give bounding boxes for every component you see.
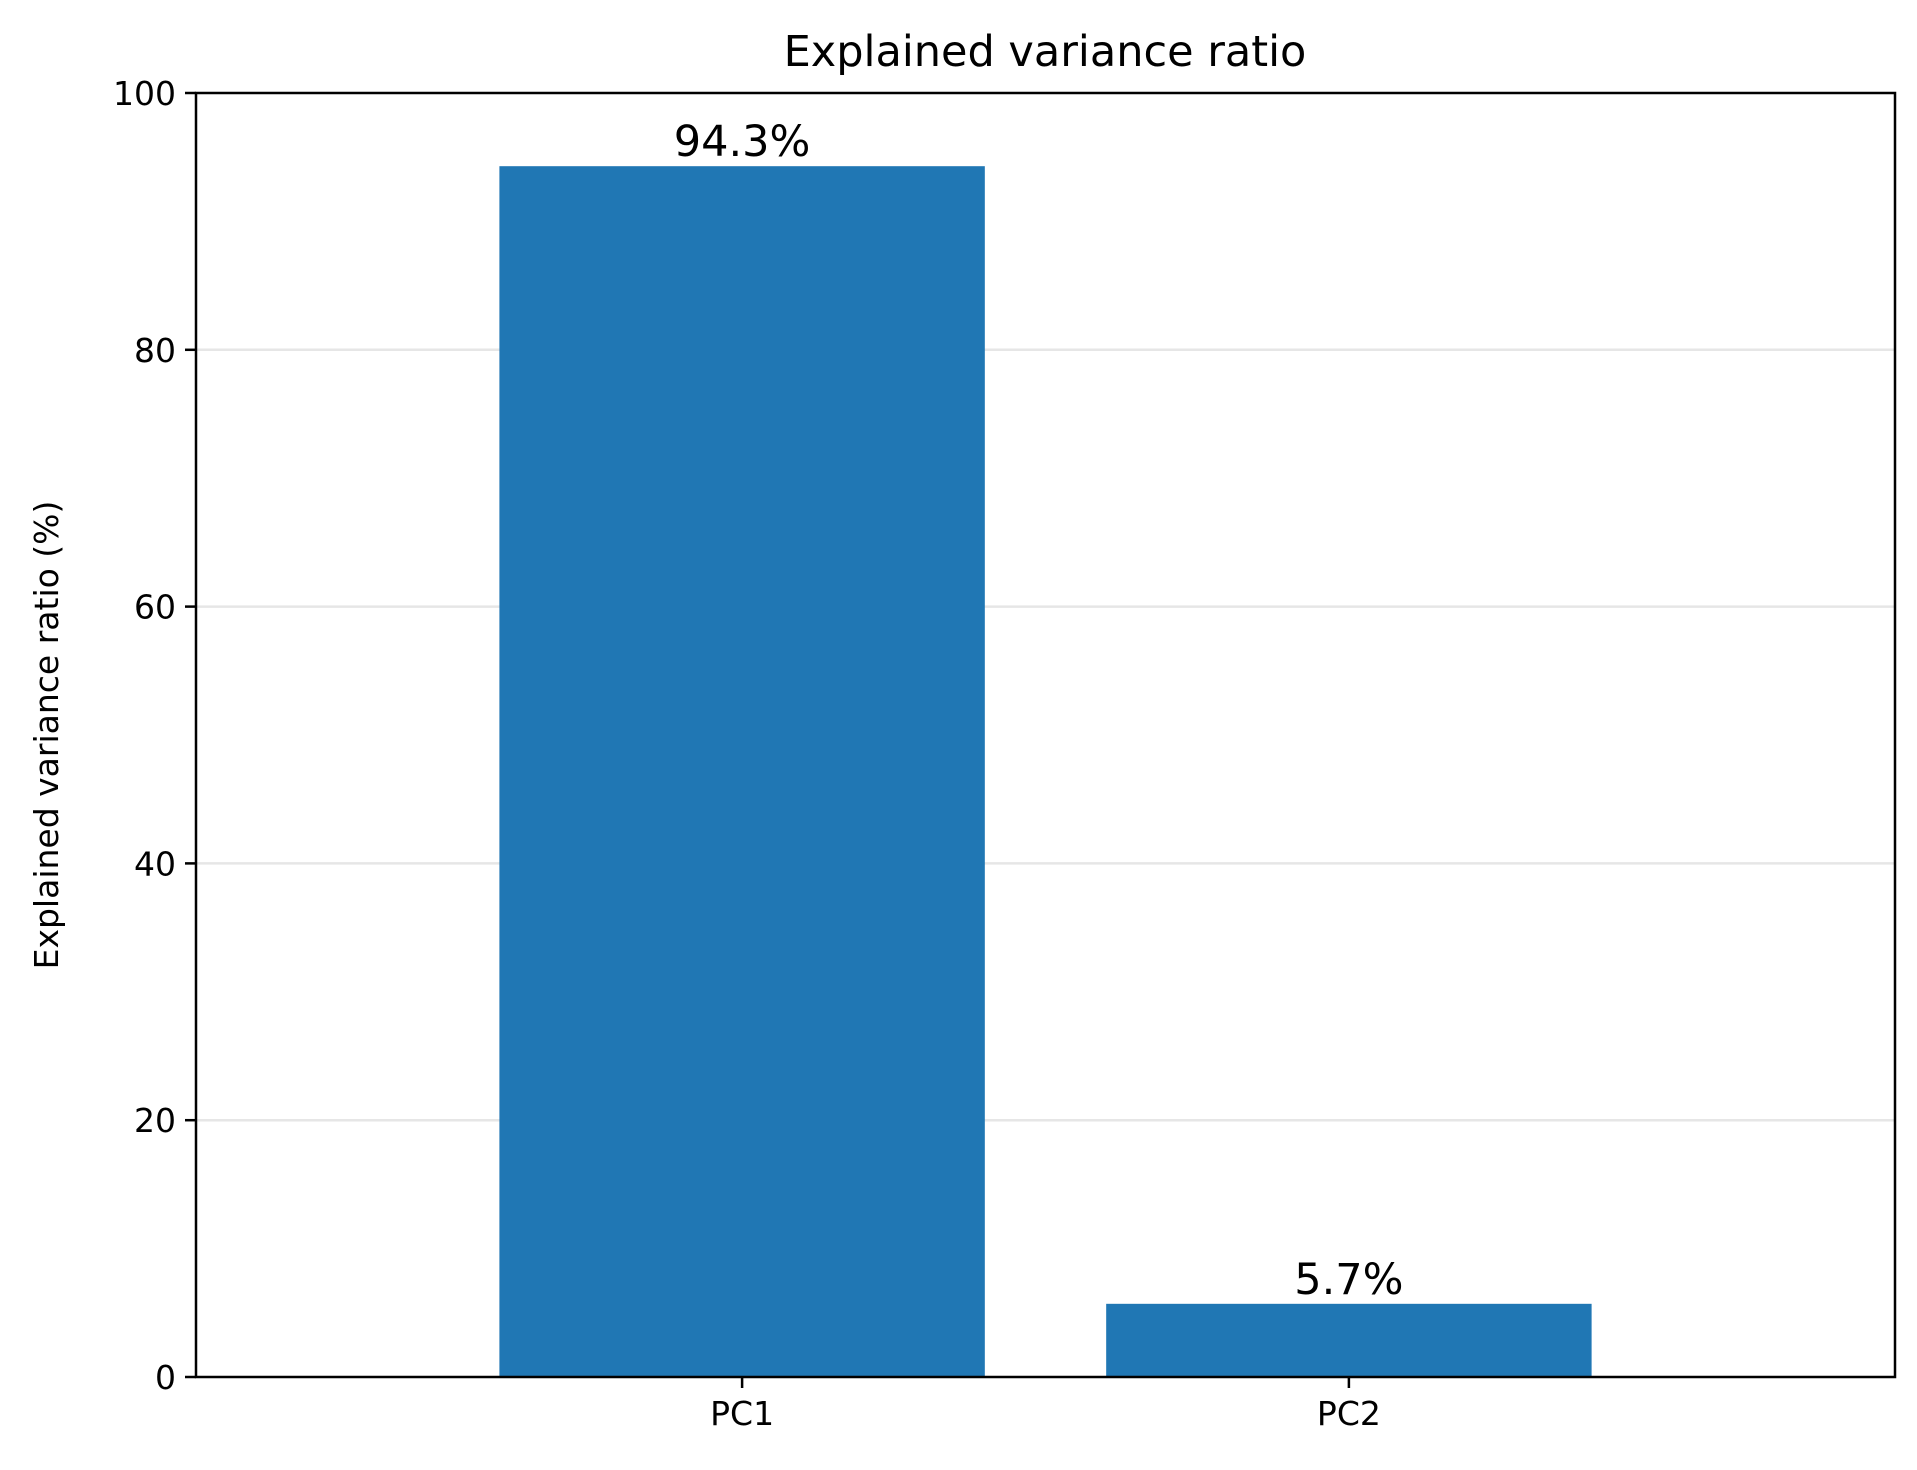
y-axis-label: Explained variance ratio (%) [27,501,66,970]
bar-pc2 [1106,1303,1592,1377]
plot-frame [194,91,1897,1379]
y-tick-label: 40 [134,844,176,883]
y-tick-label: 100 [113,74,176,113]
bars [499,166,1592,1378]
x-axis-ticks: PC1 PC2 [710,1377,1381,1433]
y-tick-label: 20 [134,1101,176,1140]
y-axis-ticks: 0 20 40 60 80 100 [113,74,196,1397]
data-label-pc1: 94.3% [674,117,811,167]
x-tick-label: PC1 [710,1394,774,1433]
x-tick-label: PC2 [1317,1394,1381,1433]
y-tick-label: 60 [134,588,176,627]
data-labels: 94.3% 5.7% [674,117,1404,1305]
y-tick-label: 0 [155,1358,176,1397]
bar-pc1 [499,166,985,1378]
chart-title: Explained variance ratio [784,27,1307,77]
grid-lines [196,348,1895,1122]
y-tick-label: 80 [134,331,176,370]
data-label-pc2: 5.7% [1294,1255,1403,1305]
